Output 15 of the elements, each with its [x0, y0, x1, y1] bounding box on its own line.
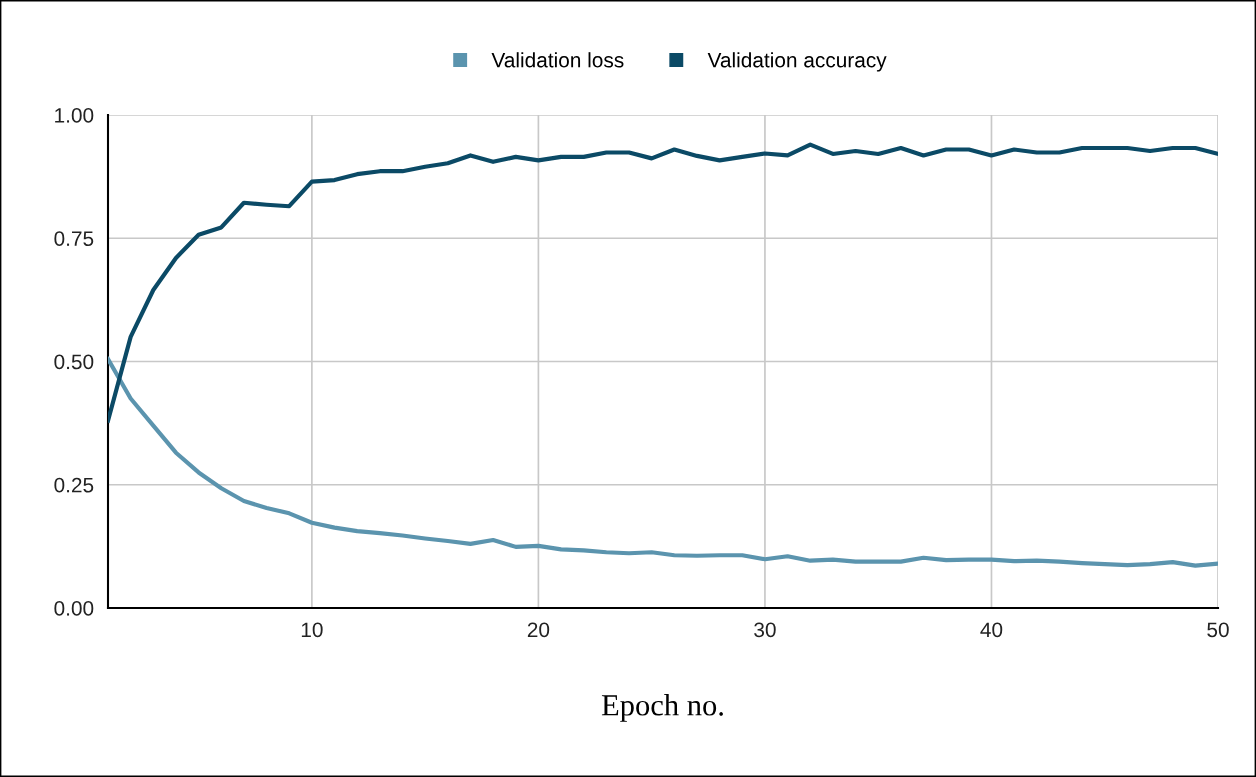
x-tick-label: 50 [1207, 622, 1229, 638]
y-tick-label: 1.00 [55, 108, 94, 123]
y-tick-label: 0.00 [54, 601, 94, 616]
line-series [108, 142, 1218, 423]
x-axis-title: Epoch no. [601, 694, 723, 722]
y-tick-label: 0.50 [54, 354, 94, 370]
y-tick-label: 0.75 [54, 231, 94, 246]
legend-label: Validation accuracy [707, 52, 887, 72]
x-tick-label: 40 [980, 622, 1003, 638]
x-tick-label: 10 [301, 622, 323, 638]
y-tick-label: 0.25 [54, 477, 94, 493]
line-series [108, 356, 1218, 568]
legend-label: Validation loss [491, 52, 624, 68]
x-tick-label: 30 [754, 622, 776, 638]
x-tick-label: 20 [527, 622, 550, 638]
